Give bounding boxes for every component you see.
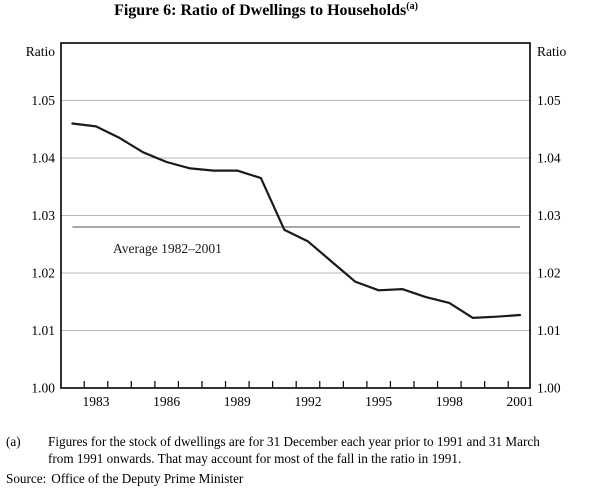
y-tick-label-right: 1.01 (537, 323, 561, 338)
y-tick-label-left: 1.00 (31, 381, 55, 396)
x-tick-label: 1989 (224, 394, 251, 409)
footnote-line-2: from 1991 onwards. That may account for … (48, 451, 462, 466)
x-tick-label: 1983 (82, 394, 109, 409)
y-tick-label-left: 1.01 (31, 323, 55, 338)
series-line (71, 122, 522, 319)
source-line: Source: Office of the Deputy Prime Minist… (6, 471, 243, 487)
average-line-label: Average 1982–2001 (113, 241, 222, 256)
figure-title: Figure 6: Ratio of Dwellings to Househol… (0, 1, 532, 20)
x-tick-label: 2001 (507, 394, 534, 409)
line-chart: 1.00 1.00 1.01 1.01 1.02 1.02 1.03 1.03 1.04 1.04… (26, 42, 566, 409)
y-tick-label-right: 1.05 (537, 93, 561, 108)
y-axis-unit-left: Ratio (26, 44, 55, 59)
y-tick-label-right: 1.04 (537, 151, 561, 166)
footnote-text: Figures for the stock of dwellings are f… (48, 433, 588, 467)
y-tick-label-left: 1.04 (31, 151, 55, 166)
y-tick-label-right: 1.03 (537, 208, 561, 223)
y-tick-label-right: 1.00 (537, 381, 561, 396)
figure-title-footnote-marker: (a) (406, 1, 418, 12)
x-tick-label: 1995 (365, 394, 392, 409)
y-axis-unit-right: Ratio (537, 44, 566, 59)
y-tick-label-left: 1.02 (31, 266, 55, 281)
plot-frame (60, 42, 531, 389)
footnote-line-1: Figures for the stock of dwellings are f… (48, 434, 540, 449)
x-tick-label: 1986 (153, 394, 180, 409)
y-tick-label-left: 1.03 (31, 208, 55, 223)
y-tick-label-left: 1.05 (31, 93, 55, 108)
x-tick-label: 1992 (294, 394, 321, 409)
x-tick-label: 1998 (436, 394, 463, 409)
footnote-marker: (a) (6, 434, 21, 449)
y-tick-label-right: 1.02 (537, 266, 561, 281)
source-text: Office of the Deputy Prime Minister (51, 471, 244, 486)
figure-title-text: Figure 6: Ratio of Dwellings to Househol… (114, 2, 407, 19)
source-label: Source: (6, 471, 47, 486)
